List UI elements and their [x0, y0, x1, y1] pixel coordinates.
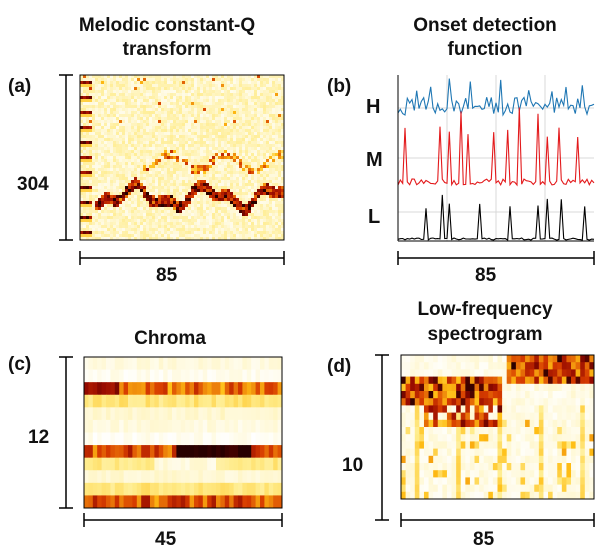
panel-a-cqt-heatmap	[80, 75, 284, 240]
panel-c-y-bracket	[59, 357, 73, 508]
panel-c-x-bracket	[84, 513, 282, 527]
panel-c-chroma-heatmap	[84, 357, 282, 508]
panel-b-x-bracket	[398, 251, 594, 265]
panel-d-x-bracket	[401, 513, 594, 527]
panel-d-y-bracket	[375, 355, 389, 520]
panel-a-x-bracket	[80, 251, 284, 265]
panel-d-spectrogram-heatmap	[401, 355, 594, 499]
panel-a-y-bracket	[59, 75, 73, 240]
